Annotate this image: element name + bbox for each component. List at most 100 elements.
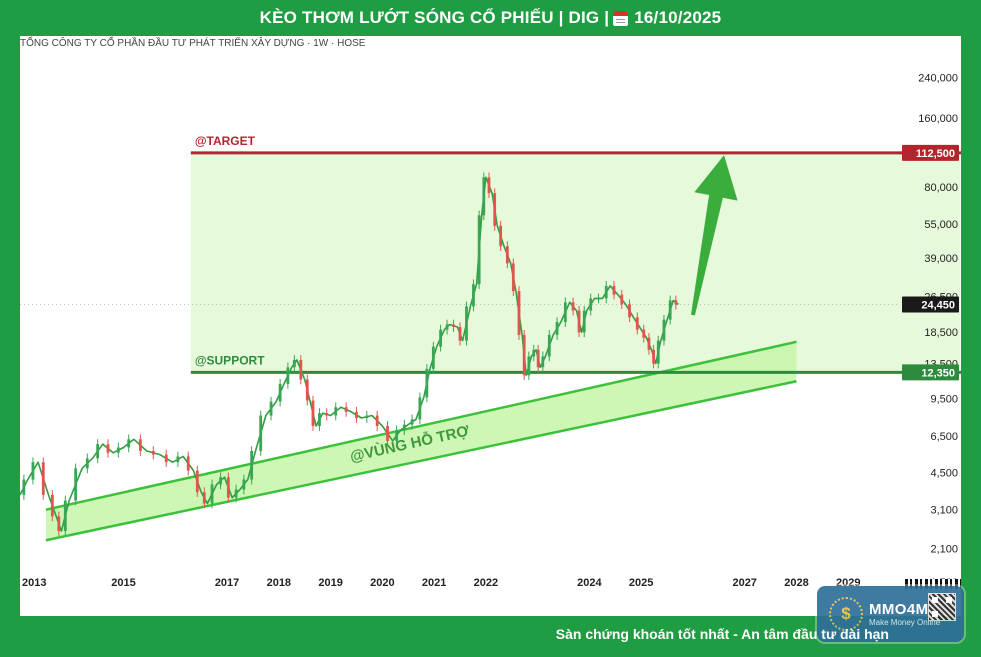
price-tag-label: 24,450: [921, 300, 955, 312]
price-candle: [418, 397, 422, 420]
y-tick-label: 160,000: [918, 113, 958, 125]
x-tick-label: 2024: [577, 577, 602, 589]
price-tag-label: 12,350: [921, 367, 955, 379]
price-candle: [674, 300, 678, 305]
header-date: 16/10/2025: [634, 8, 722, 27]
price-candle: [620, 294, 624, 305]
y-tick-label: 80,000: [924, 182, 958, 194]
price-candle: [541, 356, 545, 368]
price-candle: [176, 456, 180, 463]
y-tick-label: 240,000: [918, 73, 958, 85]
price-candle: [164, 454, 168, 463]
price-candle: [522, 334, 526, 376]
support-channel: [45, 341, 797, 541]
price-candle: [668, 300, 672, 320]
price-candle: [386, 425, 389, 441]
x-tick-label: 2020: [370, 577, 394, 589]
price-chart: @VÙNG HỖ TRỢ @TARGET@SUPPORT 240,000160,…: [20, 36, 961, 589]
price-candle: [116, 447, 120, 453]
price-candle: [532, 349, 536, 357]
dollar-coin-icon: $: [829, 597, 863, 631]
x-tick-label: 2025: [629, 577, 653, 589]
header-title: KÈO THƠM LƯỚT SÓNG CỔ PHIẾU | DIG |: [259, 8, 610, 27]
y-tick-label: 4,500: [930, 468, 958, 480]
price-candle: [555, 322, 559, 335]
price-candle: [458, 327, 462, 341]
x-tick-label: 2017: [215, 577, 239, 589]
price-candle: [186, 456, 190, 471]
price-candle: [365, 415, 369, 419]
price-candle: [259, 415, 263, 451]
y-tick-label: 39,000: [924, 253, 958, 265]
price-candle: [499, 225, 503, 247]
price-candle: [318, 413, 321, 426]
price-candle: [50, 494, 54, 517]
price-candle: [477, 215, 481, 285]
price-candle: [269, 401, 273, 416]
support-channel-upper-edge: [45, 340, 797, 511]
price-candle: [577, 310, 581, 333]
price-candle: [325, 413, 329, 416]
price-candle: [628, 304, 631, 318]
price-candle: [292, 359, 296, 368]
price-candle: [465, 306, 468, 341]
header-title-bar: KÈO THƠM LƯỚT SÓNG CỔ PHIẾU | DIG | 16/1…: [0, 0, 981, 36]
price-tag-label: 112,500: [916, 148, 955, 160]
price-candle: [656, 340, 660, 364]
price-candle: [334, 407, 338, 416]
price-candle: [151, 450, 155, 455]
symbol-info: TỔNG CÔNG TY CỔ PHẦN ĐẦU TƯ PHÁT TRIỂN X…: [20, 36, 366, 49]
target-zone: [190, 152, 960, 373]
price-candle: [41, 462, 45, 495]
price-candle: [375, 415, 379, 426]
price-candle: [571, 302, 575, 311]
x-tick-label: 2015: [111, 577, 135, 589]
price-candle: [250, 450, 254, 480]
target-label: @TARGET: [195, 134, 256, 148]
calendar-icon: [613, 10, 629, 26]
price-candle: [597, 298, 600, 300]
y-tick-label: 6,500: [930, 431, 958, 443]
price-candle: [96, 444, 100, 459]
price-tag-box: [902, 364, 959, 381]
price-candle: [74, 468, 78, 501]
price-candle: [445, 324, 449, 330]
price-candle: [278, 383, 282, 402]
price-candle: [563, 302, 567, 323]
price-candle: [547, 334, 551, 357]
price-candle: [127, 439, 131, 448]
brand-logo: $ MMO4ME Make Money Online: [817, 586, 964, 642]
price-candle: [493, 193, 497, 226]
x-tick-label: 2021: [422, 577, 446, 589]
price-candle: [527, 356, 531, 376]
price-candle: [355, 411, 358, 419]
price-candle: [299, 359, 303, 380]
price-candle: [642, 329, 646, 338]
price-candle: [439, 329, 442, 347]
price-candle: [487, 177, 491, 194]
price-candle: [344, 407, 348, 412]
x-tick-label: 2013: [22, 577, 46, 589]
price-candle: [582, 310, 586, 333]
price-candle: [482, 177, 486, 216]
price-candle: [219, 477, 222, 485]
price-candle: [505, 246, 509, 264]
price-candle: [662, 319, 666, 341]
y-tick-label: 3,100: [930, 505, 958, 517]
price-candle: [202, 492, 206, 504]
price-candle: [311, 400, 315, 426]
logo-name: MMO4ME: [869, 601, 939, 618]
x-tick-label: 2027: [732, 577, 756, 589]
logo-tagline: Make Money Online: [869, 618, 941, 627]
price-candle: [57, 516, 61, 532]
footer-slogan: Sàn chứng khoán tốt nhất - An tâm đầu tư…: [555, 626, 889, 642]
barcode-strip: [905, 579, 961, 589]
x-tick-label: 2018: [267, 577, 291, 589]
y-tick-label: 2,100: [930, 543, 958, 555]
price-candle: [647, 337, 651, 350]
price-tag-box: [902, 144, 959, 161]
price-candle: [452, 324, 455, 328]
price-candle: [425, 368, 429, 398]
price-candle: [22, 479, 26, 495]
price-candle: [402, 424, 406, 431]
